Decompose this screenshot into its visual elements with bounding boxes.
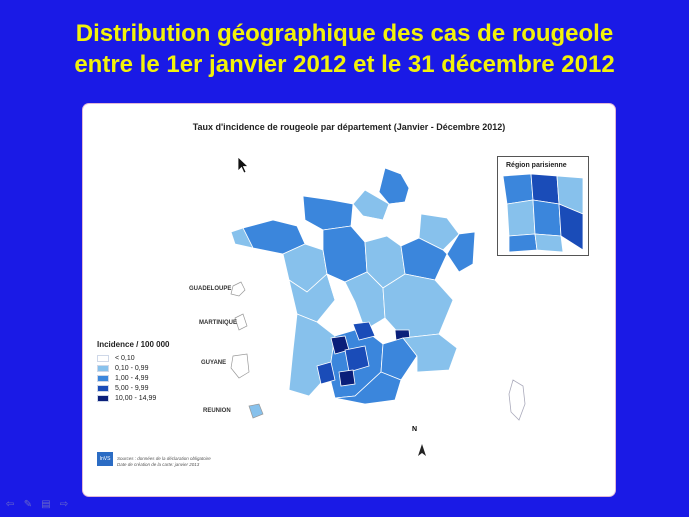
legend-title: Incidence / 100 000	[97, 340, 170, 349]
legend-item: 5,00 - 9,99	[97, 383, 217, 393]
legend-label: 5,00 - 9,99	[115, 384, 149, 392]
hotspot-medium-3	[316, 361, 336, 385]
guadeloupe-label: GUADELOUPE	[189, 286, 232, 292]
mainland-france	[230, 167, 476, 405]
legend-item: 10,00 - 14,99	[97, 393, 217, 403]
invs-logo: InVS	[97, 452, 113, 466]
map-title: Taux d'incidence de rougeole par départe…	[192, 122, 506, 132]
hotspot-medium-2	[352, 321, 376, 341]
map-legend: Incidence / 100 000 < 0,10 0,10 - 0,99 1…	[97, 340, 217, 403]
legend-swatch	[97, 354, 109, 362]
region-north	[378, 167, 410, 205]
sources-note: Sources : données de la déclaration obli…	[117, 456, 211, 468]
region-normandie	[302, 195, 354, 231]
legend-label: 1,00 - 4,99	[115, 374, 149, 382]
france-map	[230, 167, 584, 456]
region-paca	[402, 333, 458, 373]
region-alsace	[446, 231, 476, 273]
guyane-shape	[230, 353, 250, 379]
region-bretagne-west	[230, 227, 254, 249]
legend-item: < 0,10	[97, 353, 217, 363]
inset-paris-6	[558, 203, 584, 251]
region-pyrenees-south	[334, 371, 402, 405]
sources-line1: Sources : données de la déclaration obli…	[117, 456, 211, 461]
pen-icon[interactable]: ✎	[23, 499, 33, 510]
inset-frame: Région parisienne	[497, 156, 589, 256]
region-lorraine	[418, 213, 460, 251]
inset-title: Région parisienne	[506, 162, 567, 169]
region-languedoc	[380, 337, 418, 381]
legend-item: 0,10 - 0,99	[97, 363, 217, 373]
hotspot-dark-3	[338, 369, 356, 387]
legend-swatch	[97, 394, 109, 402]
guadeloupe-shape	[230, 281, 246, 297]
region-limousin	[326, 273, 356, 317]
legend-label: 10,00 - 14,99	[115, 394, 157, 402]
slide-title: Distribution géographique des cas de rou…	[0, 18, 689, 80]
legend-swatch	[97, 384, 109, 392]
mouse-cursor-icon	[237, 156, 249, 174]
guyane-label: GUYANE	[201, 360, 227, 366]
inset-paris-8	[534, 233, 564, 253]
martinique-label: MARTINIQUE	[199, 320, 237, 326]
legend-label: 0,10 - 0,99	[115, 364, 149, 372]
slide-title-line2: entre le 1er janvier 2012 et le 31 décem…	[74, 51, 615, 78]
region-aquitaine	[288, 313, 336, 397]
legend-item: 1,00 - 4,99	[97, 373, 217, 383]
sources-line2: Date de création de la carte: janvier 20…	[117, 462, 200, 467]
martinique-shape	[234, 313, 248, 331]
forward-icon[interactable]: ⇨	[59, 499, 69, 510]
legend-swatch	[97, 374, 109, 382]
reunion-label: REUNION	[203, 408, 231, 414]
map-panel: Taux d'incidence de rougeole par départe…	[83, 104, 615, 496]
north-arrow	[418, 444, 426, 456]
legend-label: < 0,10	[115, 354, 135, 362]
region-rhone-alpes	[382, 273, 454, 339]
slide-title-line1: Distribution géographique des cas de rou…	[75, 20, 614, 47]
north-label: N	[412, 426, 418, 433]
menu-icon[interactable]: ▤	[41, 499, 51, 510]
slide-nav-bar: ⇦ ✎ ▤ ⇨	[4, 499, 70, 511]
inset-paris-map	[502, 173, 584, 253]
corsica	[508, 379, 526, 421]
legend-swatch	[97, 364, 109, 372]
hotspot-medium-1	[344, 345, 370, 373]
reunion-shape	[248, 403, 264, 419]
back-arrow-icon[interactable]: ⇦	[5, 499, 15, 510]
